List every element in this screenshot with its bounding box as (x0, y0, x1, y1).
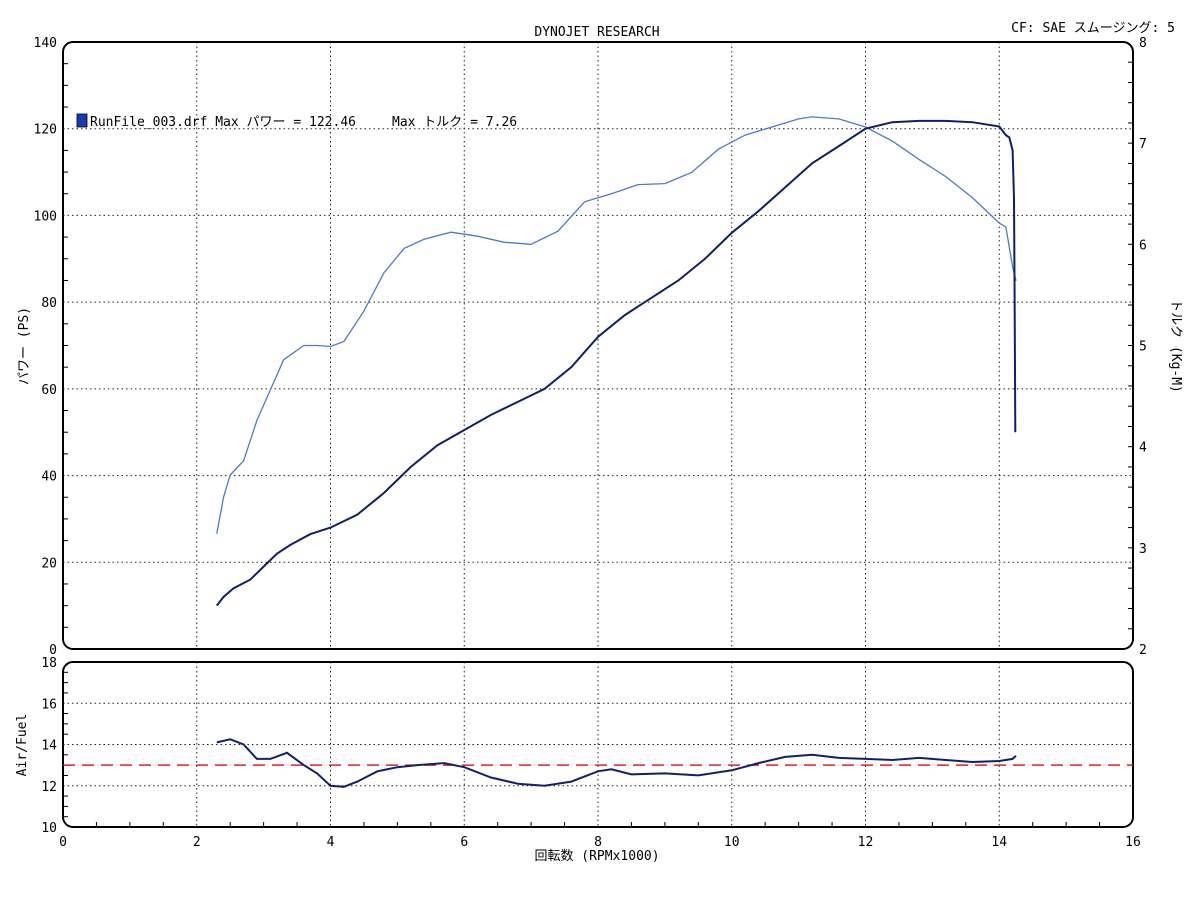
torque-curve (216, 116, 1017, 534)
legend-run-text: RunFile_003.drf Max パワー = 122.46 (90, 115, 356, 130)
power-tick-label: 0 (49, 643, 57, 658)
afr-curve (216, 738, 1017, 788)
x-tick-label: 6 (460, 835, 468, 850)
torque-tick-label: 2 (1139, 643, 1147, 658)
torque-tick-label: 4 (1139, 441, 1147, 456)
power-tick-label: 140 (34, 36, 57, 51)
legend-torque-text: Max トルク = 7.26 (392, 115, 517, 130)
x-tick-label: 16 (1125, 835, 1141, 850)
x-tick-label: 8 (594, 835, 602, 850)
x-tick-label: 4 (327, 835, 335, 850)
power-tick-label: 40 (41, 470, 57, 485)
torque-tick-label: 7 (1139, 137, 1147, 152)
power-curve (216, 119, 1017, 607)
x-tick-label: 14 (991, 835, 1007, 850)
afr-tick-label: 16 (41, 697, 57, 712)
torque-tick-label: 3 (1139, 542, 1147, 557)
x-tick-label: 0 (59, 835, 67, 850)
power-tick-label: 100 (34, 209, 57, 224)
torque-axis-label: トルク (Kg-M) (1168, 299, 1183, 393)
afr-axis-label: Air/Fuel (15, 714, 30, 777)
power-axis-label: パワー (PS) (17, 307, 32, 385)
afr-tick-label: 12 (41, 780, 57, 795)
torque-tick-label: 6 (1139, 238, 1147, 253)
afr-tick-label: 10 (41, 821, 57, 836)
torque-tick-label: 5 (1139, 340, 1147, 355)
torque-tick-label: 8 (1139, 36, 1147, 51)
power-tick-label: 20 (41, 556, 57, 571)
power-tick-label: 120 (34, 123, 57, 138)
afr-tick-label: 14 (41, 739, 57, 754)
power-tick-label: 80 (41, 296, 57, 311)
afr-tick-label: 18 (41, 656, 57, 671)
x-tick-label: 10 (724, 835, 740, 850)
power-panel-grid (63, 42, 1133, 649)
x-tick-label: 12 (858, 835, 874, 850)
legend-swatch (76, 113, 88, 128)
x-tick-label: 2 (193, 835, 201, 850)
axis-ticks: 0 2 4 6 8 10 12 14 16 0 20 40 60 80 100 120 140 2 3 4 5 6 7 8 10… (34, 36, 1147, 850)
chart-title: DYNOJET RESEARCH (534, 25, 659, 40)
correction-factor-info: CF: SAE スムージング: 5 (1011, 21, 1175, 36)
power-tick-label: 60 (41, 383, 57, 398)
rpm-axis-label: 回転数 (RPMx1000) (534, 849, 659, 864)
afr-panel-grid (63, 662, 1133, 827)
